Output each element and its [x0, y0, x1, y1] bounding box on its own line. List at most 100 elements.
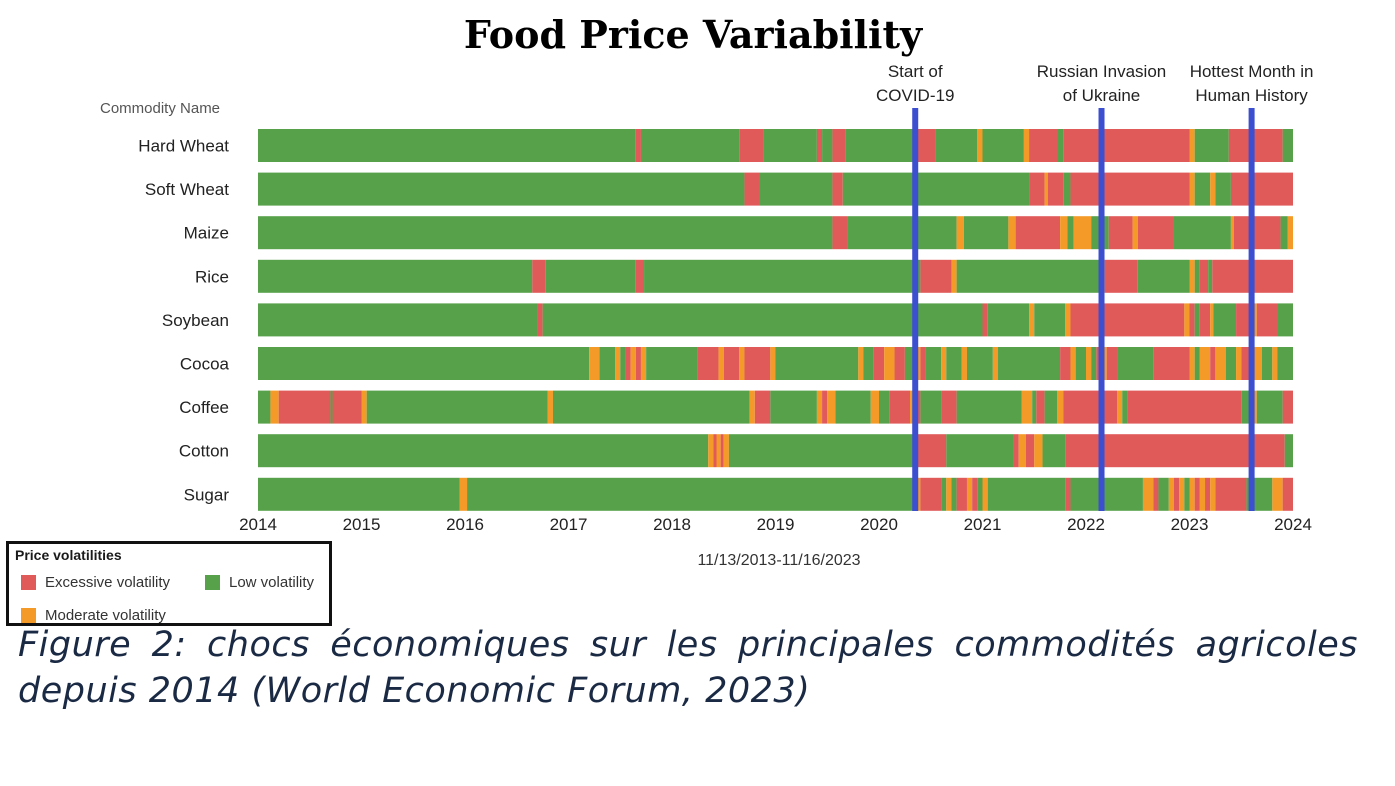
x-tick-label: 2020	[860, 515, 898, 534]
segment-excessive	[915, 434, 947, 468]
segment-moderate	[1034, 434, 1043, 468]
segment-low	[1284, 434, 1293, 468]
segment-excessive	[1282, 390, 1293, 424]
segment-low	[640, 129, 740, 162]
segment-excessive	[956, 477, 967, 511]
segment-excessive	[1205, 477, 1211, 511]
segment-moderate	[749, 390, 755, 424]
segment-moderate	[941, 347, 947, 380]
commodity-row: Cotton	[179, 434, 1293, 468]
segment-moderate	[718, 347, 724, 380]
commodity-label: Soybean	[162, 311, 229, 330]
segment-excessive	[1199, 259, 1209, 293]
segment-low	[1194, 347, 1200, 380]
segment-low	[258, 303, 538, 337]
segment-excessive	[832, 172, 843, 206]
segment-moderate	[723, 434, 729, 468]
segment-low	[1280, 216, 1288, 250]
segment-excessive	[1029, 129, 1058, 162]
segment-moderate	[547, 390, 553, 424]
segment-low	[842, 172, 1030, 206]
segment-excessive	[982, 303, 988, 337]
commodity-label: Cotton	[179, 442, 229, 461]
segment-moderate	[951, 259, 957, 293]
commodity-row: Cocoa	[180, 347, 1293, 380]
segment-moderate	[1117, 390, 1123, 424]
segment-excessive	[1215, 477, 1247, 511]
segment-low	[1034, 303, 1066, 337]
segment-moderate	[1189, 347, 1195, 380]
segment-low	[1032, 390, 1037, 424]
segment-excessive	[1036, 390, 1045, 424]
segment-moderate	[884, 347, 895, 380]
segment-low	[1225, 347, 1237, 380]
segment-moderate	[816, 390, 823, 424]
segment-moderate	[1073, 216, 1092, 250]
segment-low	[1241, 390, 1252, 424]
x-tick-label: 2015	[343, 515, 381, 534]
segment-excessive	[532, 259, 546, 293]
segment-excessive	[894, 347, 905, 380]
segment-low	[1158, 477, 1169, 511]
segment-low	[1282, 129, 1293, 162]
segment-low	[728, 434, 916, 468]
segment-excessive	[744, 347, 771, 380]
segment-low	[770, 390, 817, 424]
segment-low	[987, 477, 1066, 511]
segment-excessive	[816, 129, 823, 162]
segment-moderate	[1086, 347, 1092, 380]
segment-moderate	[1215, 347, 1226, 380]
segment-moderate	[1199, 477, 1206, 511]
segment-excessive	[832, 129, 846, 162]
segment-low	[1044, 390, 1058, 424]
segment-low	[1261, 347, 1273, 380]
segment-low	[258, 347, 590, 380]
segment-moderate	[1132, 216, 1138, 250]
segment-low	[1122, 390, 1128, 424]
y-axis-label: Commodity Name	[100, 100, 220, 117]
segment-low	[845, 129, 916, 162]
segment-low	[1194, 303, 1200, 337]
segment-low	[1194, 259, 1200, 293]
commodity-label: Sugar	[184, 485, 230, 504]
segment-moderate	[361, 390, 367, 424]
segment-low	[1173, 216, 1231, 250]
commodity-row: Sugar	[184, 477, 1293, 511]
segment-low	[545, 259, 636, 293]
segment-excessive	[915, 129, 936, 162]
segment-excessive	[723, 347, 740, 380]
segment-low	[763, 129, 817, 162]
segment-moderate	[1065, 303, 1071, 337]
segment-low	[1075, 347, 1086, 380]
event-label: Human History	[1195, 86, 1308, 105]
segment-low	[258, 390, 271, 424]
segment-moderate	[858, 347, 864, 380]
commodity-row: Hard Wheat	[138, 129, 1293, 162]
segment-low	[599, 347, 616, 380]
segment-low	[258, 477, 460, 511]
segment-excessive	[1060, 347, 1071, 380]
segment-excessive	[720, 434, 724, 468]
segment-moderate	[870, 390, 879, 424]
segment-moderate	[1210, 303, 1214, 337]
segment-low	[1194, 172, 1211, 206]
x-tick-label: 2014	[239, 515, 277, 534]
segment-low	[1184, 477, 1190, 511]
segment-excessive	[1137, 216, 1174, 250]
segment-excessive	[941, 390, 957, 424]
segment-moderate	[1021, 390, 1033, 424]
commodity-row: Soybean	[162, 303, 1293, 337]
segment-moderate	[630, 347, 636, 380]
segment-low	[330, 390, 333, 424]
segment-moderate	[992, 347, 999, 380]
commodity-label: Hard Wheat	[138, 137, 229, 156]
commodity-label: Coffee	[179, 398, 229, 417]
legend-label-moderate: Moderate volatility	[45, 607, 166, 624]
segment-low	[835, 390, 871, 424]
segment-excessive	[1256, 303, 1278, 337]
segment-excessive	[697, 347, 719, 380]
event-label: Hottest Month in	[1190, 62, 1314, 81]
segment-excessive	[635, 347, 641, 380]
segment-low	[920, 390, 942, 424]
segment-excessive	[625, 347, 631, 380]
